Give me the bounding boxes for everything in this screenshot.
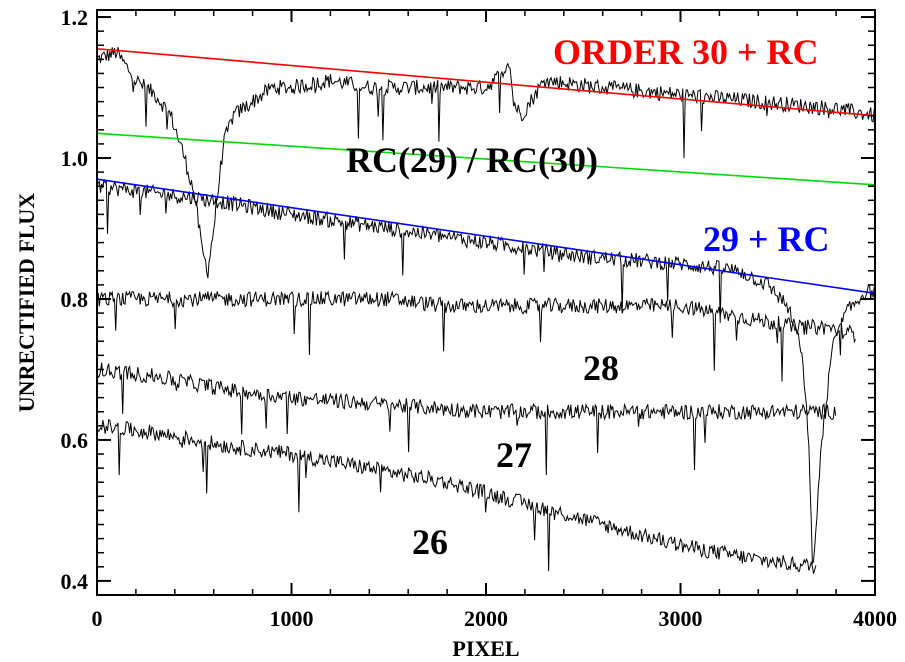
- y-tick-label: 0.8: [61, 287, 89, 312]
- spectrum-series-4: [96, 362, 837, 476]
- spectrum-series-3: [96, 290, 856, 382]
- y-axis-title: UNRECTIFIED FLUX: [14, 193, 39, 413]
- annotation-rc-ratio: RC(29) / RC(30): [346, 140, 598, 180]
- x-tick-label: 4000: [853, 606, 897, 631]
- y-tick-label: 0.4: [61, 569, 89, 594]
- spectrum-series-5: [96, 418, 817, 574]
- ticks-layer: 0 1000 2000 3000 4000 0.4 0.6 0.8 1.0 1.2: [61, 5, 898, 631]
- y-tick-label: 1.2: [61, 5, 89, 30]
- y-tick-label: 1.0: [61, 146, 89, 171]
- x-tick-label: 2000: [464, 606, 508, 631]
- x-tick-label: 3000: [659, 606, 703, 631]
- spectrum-series-1: [97, 47, 875, 279]
- fit-line-3: [96, 178, 876, 295]
- x-tick-label: 1000: [270, 606, 314, 631]
- annotation-order-28: 28: [583, 348, 619, 388]
- x-tick-label: 0: [92, 606, 103, 631]
- annotation-order-26: 26: [412, 522, 448, 562]
- fit-line-1: [96, 47, 876, 117]
- x-axis-title: PIXEL: [452, 636, 519, 661]
- annotation-order-27: 27: [496, 435, 532, 475]
- annotation-order30-rc: ORDER 30 + RC: [553, 32, 819, 72]
- spectrum-series-2: [96, 179, 875, 565]
- annotation-29-rc: 29 + RC: [703, 219, 830, 259]
- fit-line-2: [96, 132, 876, 186]
- y-tick-label: 0.6: [61, 428, 89, 453]
- data-layer: [96, 47, 876, 574]
